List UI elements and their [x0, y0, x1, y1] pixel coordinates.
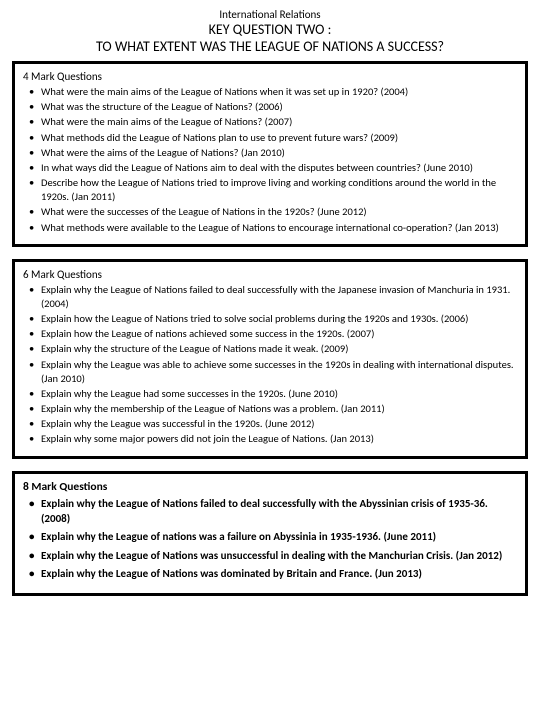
question-item: What were the main aims of the League of…: [41, 85, 517, 99]
subject-line: International Relations: [12, 8, 528, 21]
question-box: 8 Mark Questions Explain why the League o…: [12, 471, 528, 596]
question-item: Explain why the League of Nations failed…: [41, 283, 517, 311]
question-item: Explain why the League of Nations was do…: [41, 566, 517, 581]
question-item: What were the aims of the League of Nati…: [41, 146, 517, 160]
key-question-line: KEY QUESTION TWO :: [12, 21, 528, 38]
question-item: What methods were available to the Leagu…: [41, 221, 517, 235]
question-item: What were the successes of the League of…: [41, 205, 517, 219]
box-heading: 6 Mark Questions: [23, 268, 517, 281]
question-item: Explain why the League of Nations was un…: [41, 548, 517, 563]
question-box: 4 Mark Questions What were the main aims …: [12, 61, 528, 247]
document-header: International Relations KEY QUESTION TWO…: [12, 8, 528, 55]
title-line: TO WHAT EXTENT WAS THE LEAGUE OF NATIONS…: [12, 38, 528, 55]
question-item: Explain why the League of Nations failed…: [41, 496, 517, 527]
question-item: Explain how the League of nations achiev…: [41, 327, 517, 341]
box-heading: 4 Mark Questions: [23, 70, 517, 83]
sections-container: 4 Mark Questions What were the main aims …: [12, 61, 528, 596]
question-item: What methods did the League of Nations p…: [41, 131, 517, 145]
question-item: Explain why the League of nations was a …: [41, 529, 517, 544]
question-item: In what ways did the League of Nations a…: [41, 161, 517, 175]
question-item: Explain why the League had some successe…: [41, 387, 517, 401]
question-item: What were the main aims of the League of…: [41, 115, 517, 129]
box-heading: 8 Mark Questions: [23, 480, 517, 494]
question-item: Explain why the League was successful in…: [41, 417, 517, 431]
question-item: Explain why the League was able to achie…: [41, 358, 517, 386]
question-item: Explain why the membership of the League…: [41, 402, 517, 416]
question-item: Explain why some major powers did not jo…: [41, 432, 517, 446]
question-box: 6 Mark Questions Explain why the League o…: [12, 259, 528, 459]
question-item: Describe how the League of Nations tried…: [41, 176, 517, 204]
question-list: Explain why the League of Nations failed…: [23, 283, 517, 447]
question-item: Explain why the structure of the League …: [41, 342, 517, 356]
question-list: What were the main aims of the League of…: [23, 85, 517, 235]
question-list: Explain why the League of Nations failed…: [23, 496, 517, 582]
question-item: What was the structure of the League of …: [41, 100, 517, 114]
question-item: Explain how the League of Nations tried …: [41, 312, 517, 326]
